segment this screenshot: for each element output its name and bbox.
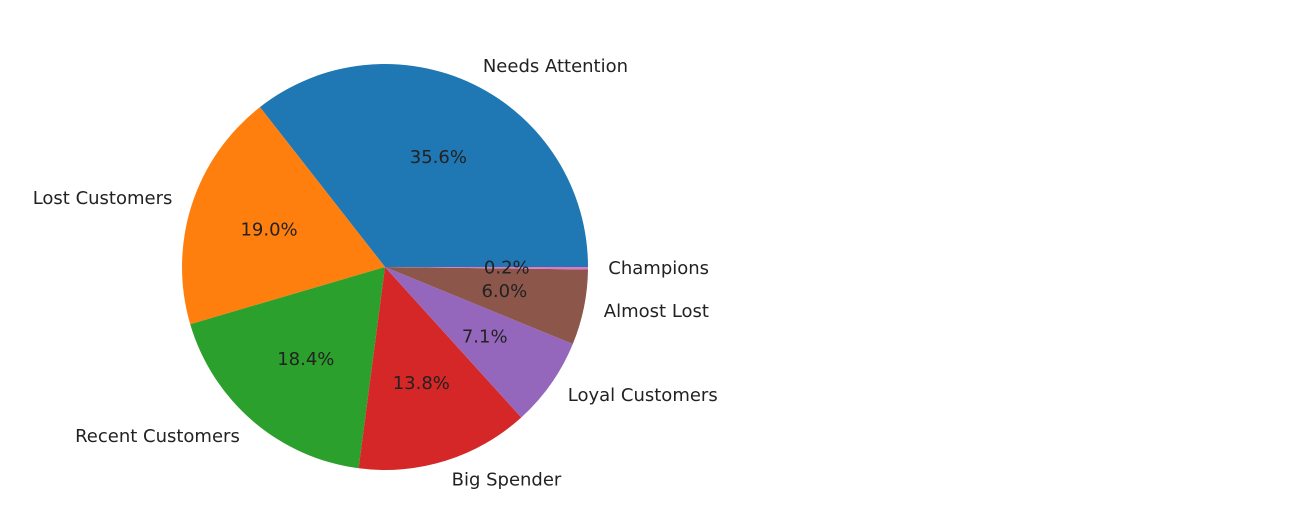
category-label-recent-customers: Recent Customers	[75, 426, 240, 447]
percent-label-lost-customers: 19.0%	[240, 219, 297, 240]
slice-needs-attention	[259, 64, 588, 267]
category-labels: Needs Attention Lost Customers Recent Cust…	[33, 56, 718, 491]
category-label-champions: Champions	[608, 258, 709, 279]
percent-label-needs-attention: 35.6%	[410, 147, 467, 168]
percent-label-recent-customers: 18.4%	[277, 349, 334, 370]
slice-recent-customers	[190, 267, 385, 469]
slice-almost-lost	[385, 267, 588, 345]
percent-label-almost-lost: 6.0%	[481, 281, 527, 302]
slice-loyal-customers	[385, 267, 573, 418]
pie-slices	[182, 64, 588, 470]
category-label-big-spender: Big Spender	[452, 470, 562, 491]
category-label-almost-lost: Almost Lost	[604, 301, 709, 322]
category-label-lost-customers: Lost Customers	[33, 188, 173, 209]
category-label-needs-attention: Needs Attention	[483, 56, 628, 77]
percent-labels: 35.6% 19.0% 18.4% 13.8% 7.1% 6.0% 0.2%	[240, 147, 529, 394]
percent-label-champions: 0.2%	[484, 257, 530, 278]
percent-label-loyal-customers: 7.1%	[462, 326, 508, 347]
percent-label-big-spender: 13.8%	[393, 373, 450, 394]
slice-lost-customers	[182, 107, 385, 325]
slice-big-spender	[358, 267, 522, 470]
slice-champions	[385, 267, 588, 270]
category-label-loyal-customers: Loyal Customers	[568, 385, 718, 406]
